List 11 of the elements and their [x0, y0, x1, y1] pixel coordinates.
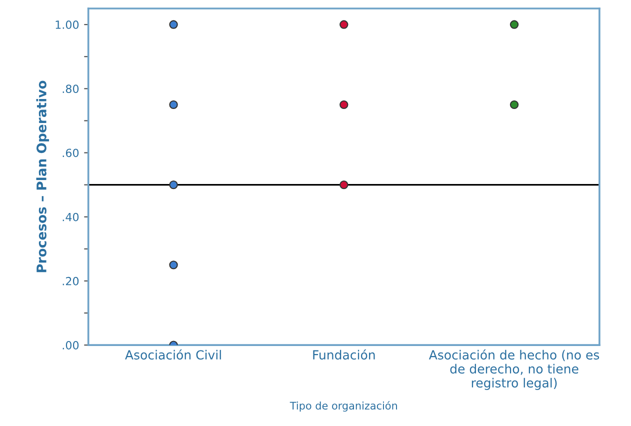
- x-axis-title: Tipo de organización: [290, 401, 397, 412]
- x-tick-label: Asociación Civil: [125, 349, 221, 360]
- y-tick-label: .40: [62, 212, 79, 222]
- y-tick-label: 1.00: [56, 20, 79, 29]
- x-tick-label: Fundación: [313, 349, 375, 360]
- x-tick-label: Asociación de hecho (no es de derecho, no tiene registro legal): [428, 349, 600, 390]
- y-axis-title: Procesos – Plan Operativo: [36, 80, 50, 272]
- y-tick-label: .80: [62, 84, 79, 94]
- y-tick-label: .00: [62, 341, 79, 350]
- y-tick-label: .20: [62, 276, 79, 286]
- y-tick-label: .60: [62, 148, 79, 158]
